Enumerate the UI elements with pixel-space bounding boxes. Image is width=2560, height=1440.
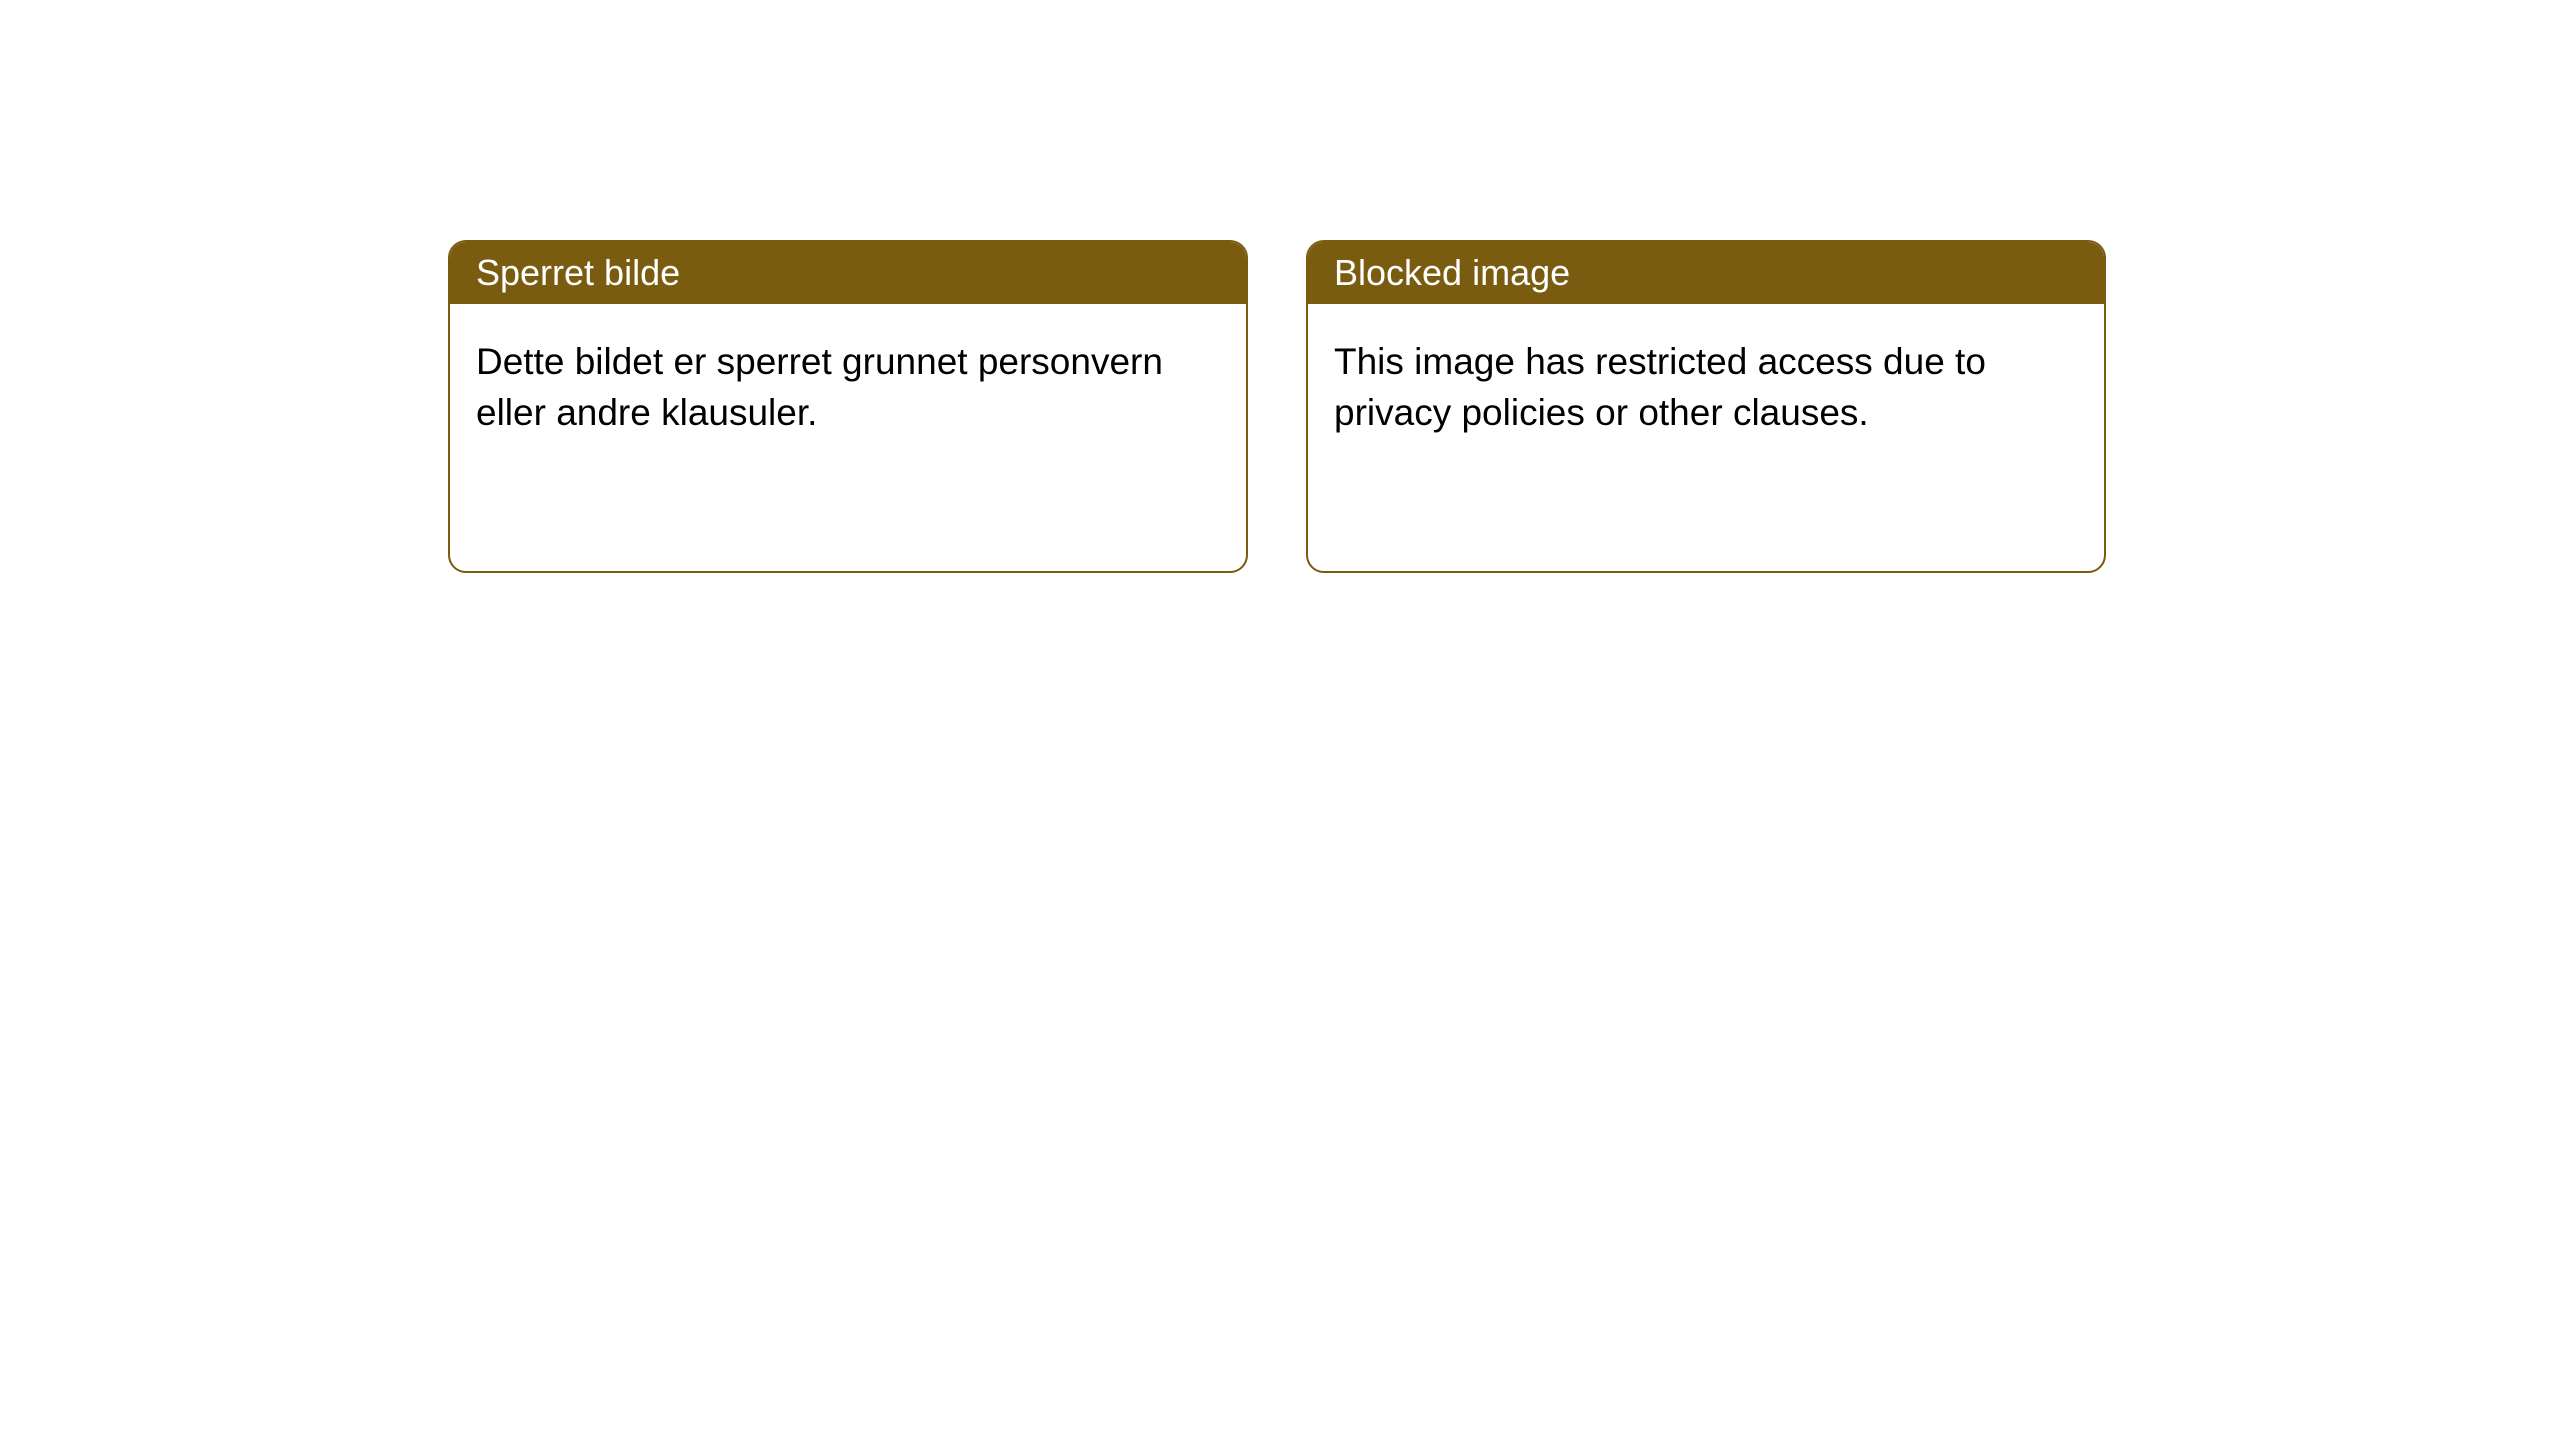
blocked-image-card-en: Blocked image This image has restricted … [1306, 240, 2106, 573]
card-body-text: This image has restricted access due to … [1308, 304, 2104, 464]
blocked-image-card-no: Sperret bilde Dette bildet er sperret gr… [448, 240, 1248, 573]
card-title: Sperret bilde [450, 242, 1246, 304]
card-body-text: Dette bildet er sperret grunnet personve… [450, 304, 1246, 464]
card-container: Sperret bilde Dette bildet er sperret gr… [0, 0, 2560, 573]
card-title: Blocked image [1308, 242, 2104, 304]
